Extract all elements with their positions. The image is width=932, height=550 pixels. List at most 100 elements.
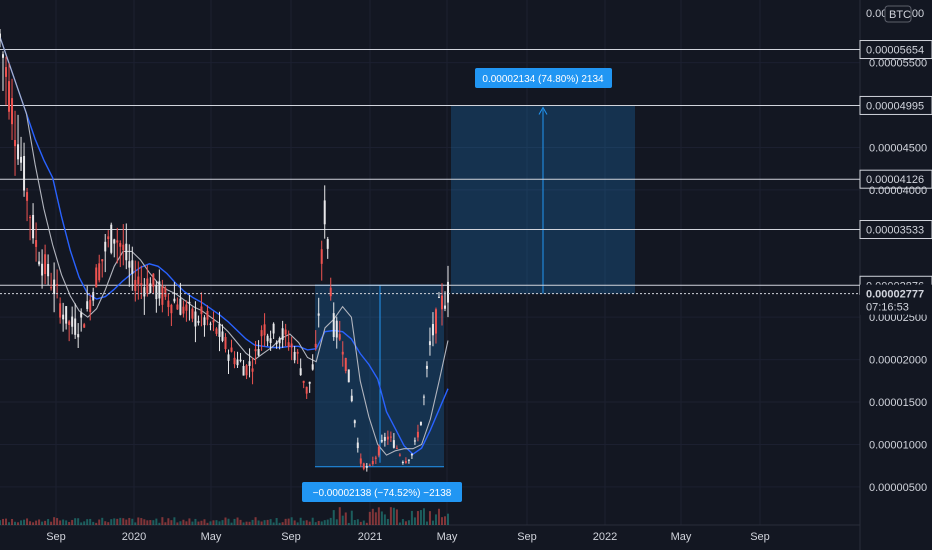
volume-bar — [173, 517, 176, 525]
volume-bar — [2, 518, 5, 525]
volume-bar — [317, 520, 320, 525]
candle-body — [194, 311, 197, 327]
candle-body — [41, 263, 44, 276]
candle-body — [287, 342, 290, 348]
volume-bar — [35, 520, 38, 525]
candle-body — [365, 465, 368, 468]
volume-bar — [245, 521, 248, 525]
volume-bar — [8, 522, 11, 525]
volume-bar — [434, 514, 437, 525]
candle-body — [413, 440, 416, 442]
candle-body — [299, 368, 302, 376]
volume-bar — [71, 519, 74, 525]
volume-bar — [392, 507, 395, 525]
time-tick-label: May — [201, 531, 222, 543]
volume-bar — [308, 521, 311, 525]
candle-body — [248, 361, 251, 366]
candle-body — [32, 214, 35, 239]
candle-body — [389, 436, 392, 438]
volume-bar — [371, 508, 374, 525]
volume-bar — [266, 519, 269, 525]
volume-bar — [158, 522, 161, 525]
candle-body — [17, 144, 20, 160]
volume-bar — [50, 521, 53, 525]
volume-bar — [377, 507, 380, 525]
candle-body — [233, 357, 236, 365]
volume-bar — [143, 519, 146, 525]
candle-body — [2, 54, 5, 58]
horizontal-levels: 0.00005654 0.00004995 0.00004126 0.00003533… — [0, 40, 932, 295]
candle-body — [353, 420, 356, 424]
volume-bar — [356, 519, 359, 525]
candle-body — [386, 436, 389, 440]
volume-bar — [197, 521, 200, 525]
volume-bar — [305, 520, 308, 525]
volume-bar — [329, 517, 332, 525]
volume-bar — [167, 518, 170, 525]
volume-bar — [236, 517, 239, 525]
horizontal-level-label: 0.00005654 — [866, 45, 924, 57]
candle-body — [20, 156, 23, 163]
volume-bar — [140, 518, 143, 525]
volume-bar — [419, 510, 422, 525]
price-tick-label: 0.00004000 — [869, 185, 927, 197]
time-tick-label: 2020 — [122, 531, 146, 543]
volume-bar — [17, 522, 20, 525]
candle-body — [113, 239, 116, 244]
candle-body — [122, 244, 125, 251]
time-axis[interactable]: Sep 2020 May Sep 2021 May Sep 2022 May Sep — [46, 531, 770, 543]
volume-bar — [380, 511, 383, 525]
candle-body — [443, 305, 446, 309]
candle-body — [380, 440, 383, 442]
candle-body — [263, 324, 266, 336]
volume-bar — [203, 519, 206, 525]
candle-body — [47, 263, 50, 277]
candle-body — [161, 286, 164, 305]
measure-down-label-box — [302, 482, 462, 502]
volume-bars — [0, 507, 449, 525]
volume-bar — [206, 522, 209, 525]
candle-body — [218, 324, 221, 337]
candle-body — [311, 364, 314, 370]
candle-body — [185, 304, 188, 311]
horizontal-level-label: 0.00004995 — [866, 100, 924, 112]
candle-body — [65, 306, 68, 324]
candle-body — [209, 323, 212, 325]
volume-bar — [398, 522, 401, 525]
candle-body — [107, 236, 110, 240]
volume-bar — [191, 521, 194, 525]
candle-body — [152, 273, 155, 287]
candle-body — [290, 343, 293, 348]
candle-body — [437, 296, 440, 298]
price-tick-label: 0.00001000 — [869, 439, 927, 451]
candle-body — [227, 354, 230, 361]
candle-body — [407, 459, 410, 461]
candle-body — [434, 309, 437, 334]
candle-body — [215, 328, 218, 334]
volume-bar — [281, 522, 284, 525]
volume-bar — [170, 520, 173, 525]
volume-bar — [260, 521, 263, 525]
volume-bar — [14, 521, 17, 525]
candle-body — [428, 341, 431, 346]
candle-body — [230, 347, 233, 352]
volume-bar — [47, 519, 50, 525]
price-tick-label: 0.00002500 — [869, 312, 927, 324]
volume-bar — [218, 521, 221, 525]
volume-bar — [122, 518, 125, 525]
measure-labels: 0.00002134 (74.80%) 2134 −0.00002138 (−74… — [0, 68, 932, 502]
time-tick-label: 2022 — [593, 531, 617, 543]
volume-bar — [119, 517, 122, 525]
volume-bar — [194, 518, 197, 525]
candle-body — [377, 446, 380, 456]
price-tick-label: 0.00000500 — [869, 482, 927, 494]
horizontal-level-label: 0.00004126 — [866, 174, 924, 186]
volume-bar — [146, 520, 149, 525]
price-tick-label: 0.00004500 — [869, 142, 927, 154]
price-axis[interactable]: 0.00006000 BTC 0.000055000.000045000.000… — [866, 5, 927, 494]
candle-body — [266, 335, 269, 342]
candle-body — [317, 313, 320, 316]
candle-body — [44, 254, 47, 275]
